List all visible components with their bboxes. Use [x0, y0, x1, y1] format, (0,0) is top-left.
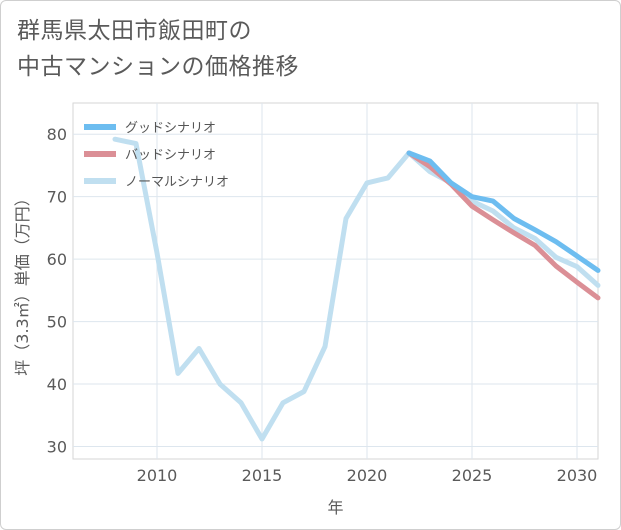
y-tick-label-80: 80: [47, 125, 67, 144]
plot-border: [72, 102, 599, 460]
y-tick-label-70: 70: [47, 188, 67, 207]
y-tick-label-40: 40: [47, 375, 67, 394]
x-tick-label-2025: 2025: [452, 466, 493, 485]
chart-title: 群馬県太田市飯田町の 中古マンションの価格推移: [17, 18, 299, 80]
grid: [72, 102, 599, 460]
legend-label-2: バッドシナリオ: [125, 148, 216, 163]
series-lines: [112, 136, 601, 442]
tick-labels: 2010 2015 2020 2025 2030 30 40 50 60 70 80: [47, 125, 598, 485]
legend-label-3: ノーマルシナリオ: [125, 175, 229, 190]
series-line-3: [112, 136, 601, 442]
legend-label-1: グッドシナリオ: [125, 121, 216, 136]
x-axis-label: 年: [327, 498, 343, 517]
y-tick-label-50: 50: [47, 313, 67, 332]
y-tick-label-30: 30: [47, 438, 67, 457]
x-tick-label-2010: 2010: [137, 466, 178, 485]
y-tick-label-60: 60: [47, 250, 67, 269]
x-tick-label-2030: 2030: [557, 466, 598, 485]
series-line-1: [406, 150, 601, 273]
series-line-2: [406, 150, 601, 301]
y-axis-label: 坪（3.3㎡）単価（万円）: [13, 190, 32, 375]
x-tick-label-2015: 2015: [242, 466, 283, 485]
x-tick-label-2020: 2020: [347, 466, 388, 485]
